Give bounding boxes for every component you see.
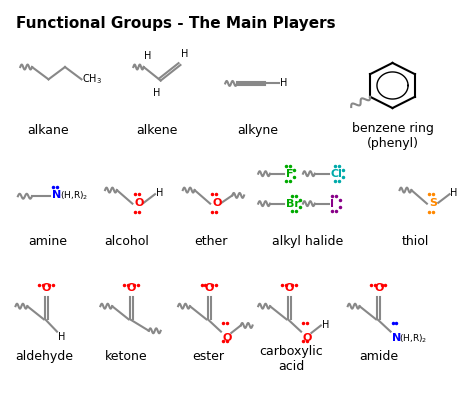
Text: N: N xyxy=(52,190,61,200)
Text: Cl: Cl xyxy=(330,169,342,179)
Text: O: O xyxy=(302,333,312,343)
Text: N: N xyxy=(392,333,401,343)
Text: ether: ether xyxy=(194,235,228,248)
Text: alkene: alkene xyxy=(136,124,178,137)
Text: H: H xyxy=(153,88,161,97)
Text: H: H xyxy=(144,51,151,61)
Text: alkyl halide: alkyl halide xyxy=(272,235,343,248)
Text: O: O xyxy=(42,282,51,293)
Text: H: H xyxy=(450,188,458,198)
Text: H: H xyxy=(156,188,164,198)
Text: (H,R)$_2$: (H,R)$_2$ xyxy=(60,189,89,202)
Text: CH$_3$: CH$_3$ xyxy=(82,72,102,86)
Text: amine: amine xyxy=(28,235,67,248)
Text: aldehyde: aldehyde xyxy=(15,350,73,363)
Text: benzene ring
(phenyl): benzene ring (phenyl) xyxy=(352,122,433,150)
Text: (H,R)$_2$: (H,R)$_2$ xyxy=(399,333,428,345)
Text: O: O xyxy=(284,282,294,293)
Text: alcohol: alcohol xyxy=(104,235,149,248)
Text: Functional Groups - The Main Players: Functional Groups - The Main Players xyxy=(16,16,335,31)
Text: H: H xyxy=(322,320,329,330)
Text: ketone: ketone xyxy=(105,350,147,363)
Text: carboxylic
acid: carboxylic acid xyxy=(259,345,323,373)
Text: O: O xyxy=(127,282,136,293)
Text: S: S xyxy=(429,198,437,208)
Text: amide: amide xyxy=(359,350,398,363)
Text: Br: Br xyxy=(285,199,300,209)
Text: O: O xyxy=(222,333,232,343)
Text: O: O xyxy=(374,282,383,293)
Text: ester: ester xyxy=(193,350,225,363)
Text: I: I xyxy=(330,199,334,209)
Text: H: H xyxy=(280,78,288,88)
Text: alkane: alkane xyxy=(27,124,69,137)
Text: thiol: thiol xyxy=(401,235,429,248)
Text: H: H xyxy=(58,332,65,342)
Text: O: O xyxy=(134,198,144,208)
Text: H: H xyxy=(181,49,188,59)
Text: O: O xyxy=(204,282,214,293)
Text: O: O xyxy=(212,198,221,208)
Text: alkyne: alkyne xyxy=(237,124,279,137)
Text: F: F xyxy=(285,169,293,179)
